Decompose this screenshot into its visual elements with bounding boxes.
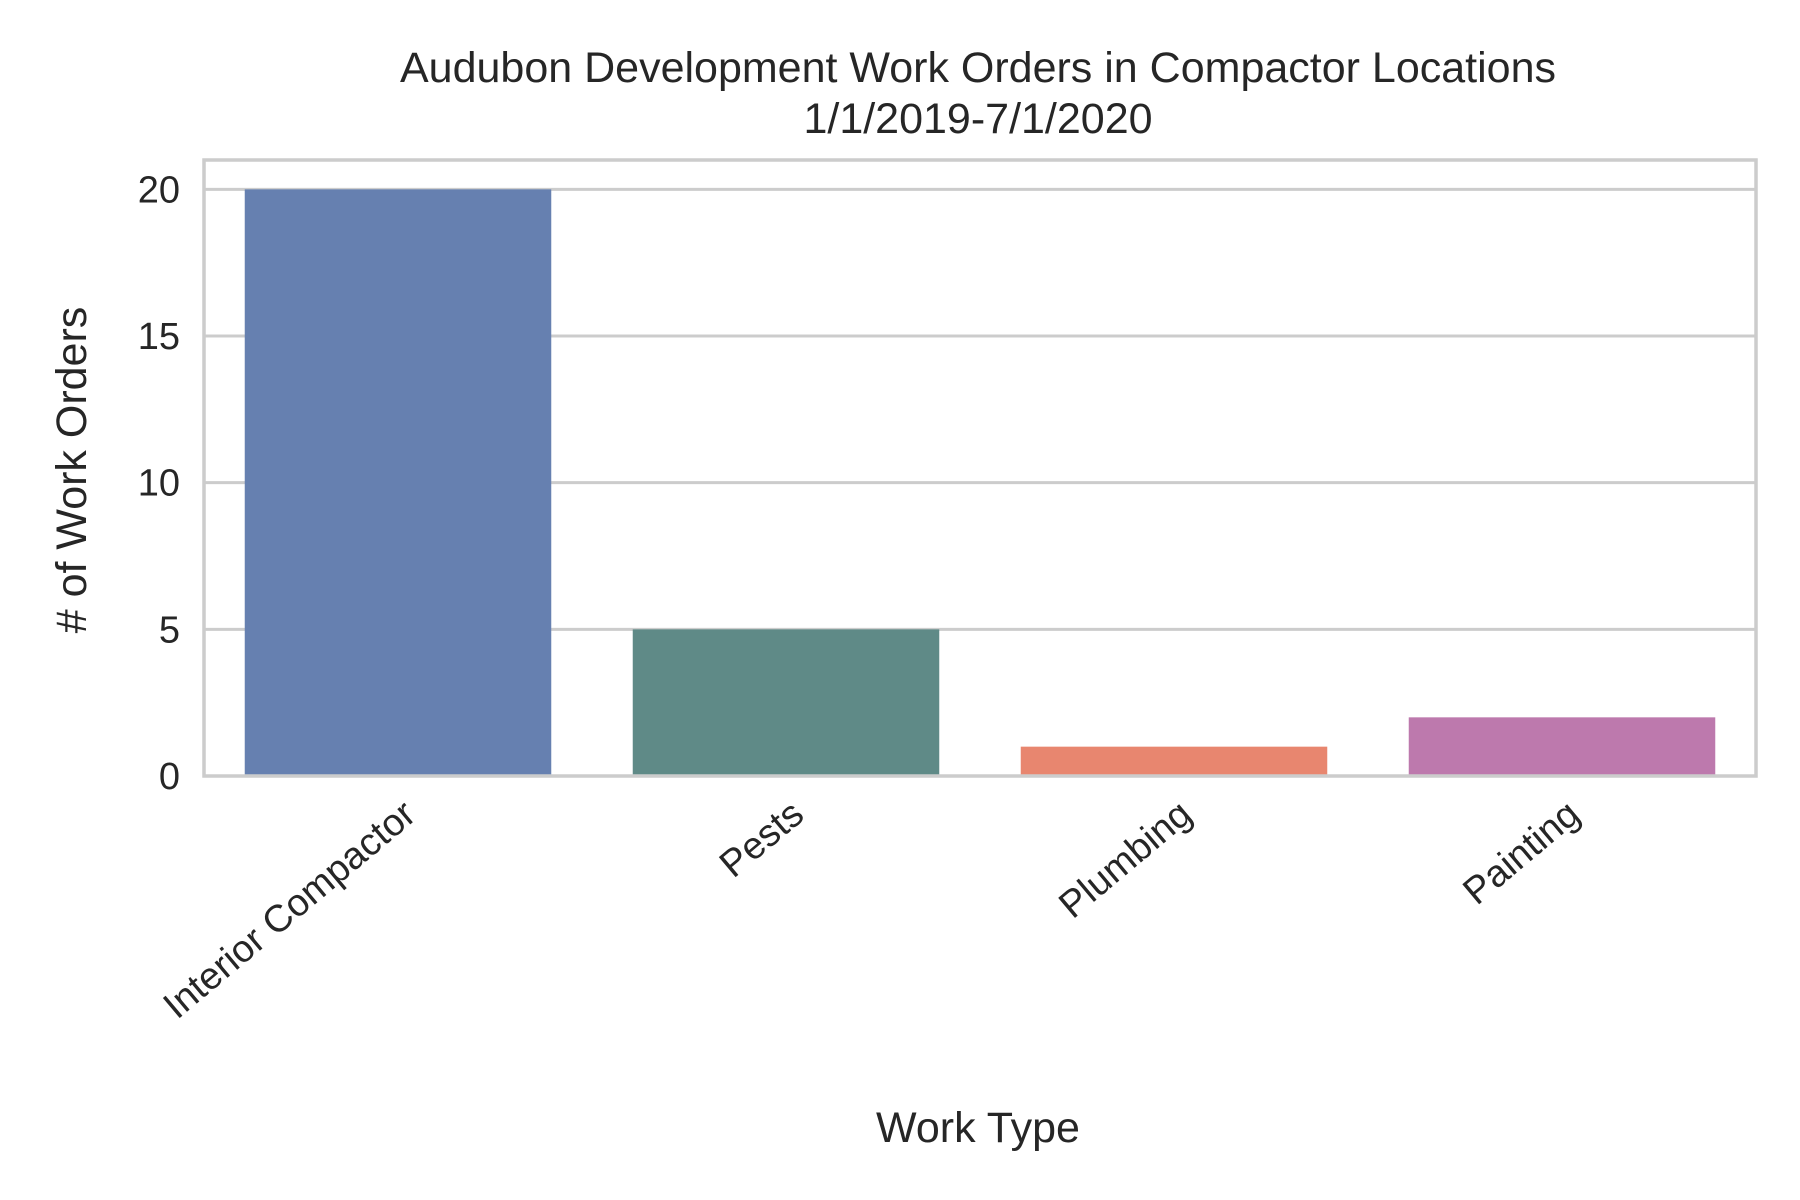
bar-pests [632,629,940,776]
x-tick-labels: Interior Compactor Pests Plumbing Painting [156,793,1588,1028]
y-tick-label: 20 [138,169,180,211]
y-tick-label: 10 [138,463,180,505]
x-tick-label: Pests [712,793,812,886]
x-tick-label: Plumbing [1051,793,1199,927]
y-tick-label: 5 [159,609,180,651]
y-tick-labels: 0 5 10 15 20 [138,169,180,798]
bars [244,189,1716,777]
bar-interior-compactor [244,189,552,777]
bar-painting [1408,717,1716,776]
y-tick-label: 15 [138,316,180,358]
x-tick-label: Painting [1456,793,1588,913]
x-tick-label: Interior Compactor [156,793,424,1028]
y-tick-label: 0 [159,756,180,798]
plot-frame [202,158,1758,778]
y-axis-label: # of Work Orders [48,307,96,634]
chart-subtitle: 1/1/2019-7/1/2020 [803,95,1152,143]
bar-plumbing [1020,746,1328,776]
chart-title: Audubon Development Work Orders in Compa… [400,44,1556,92]
x-axis-label: Work Type [876,1104,1080,1152]
